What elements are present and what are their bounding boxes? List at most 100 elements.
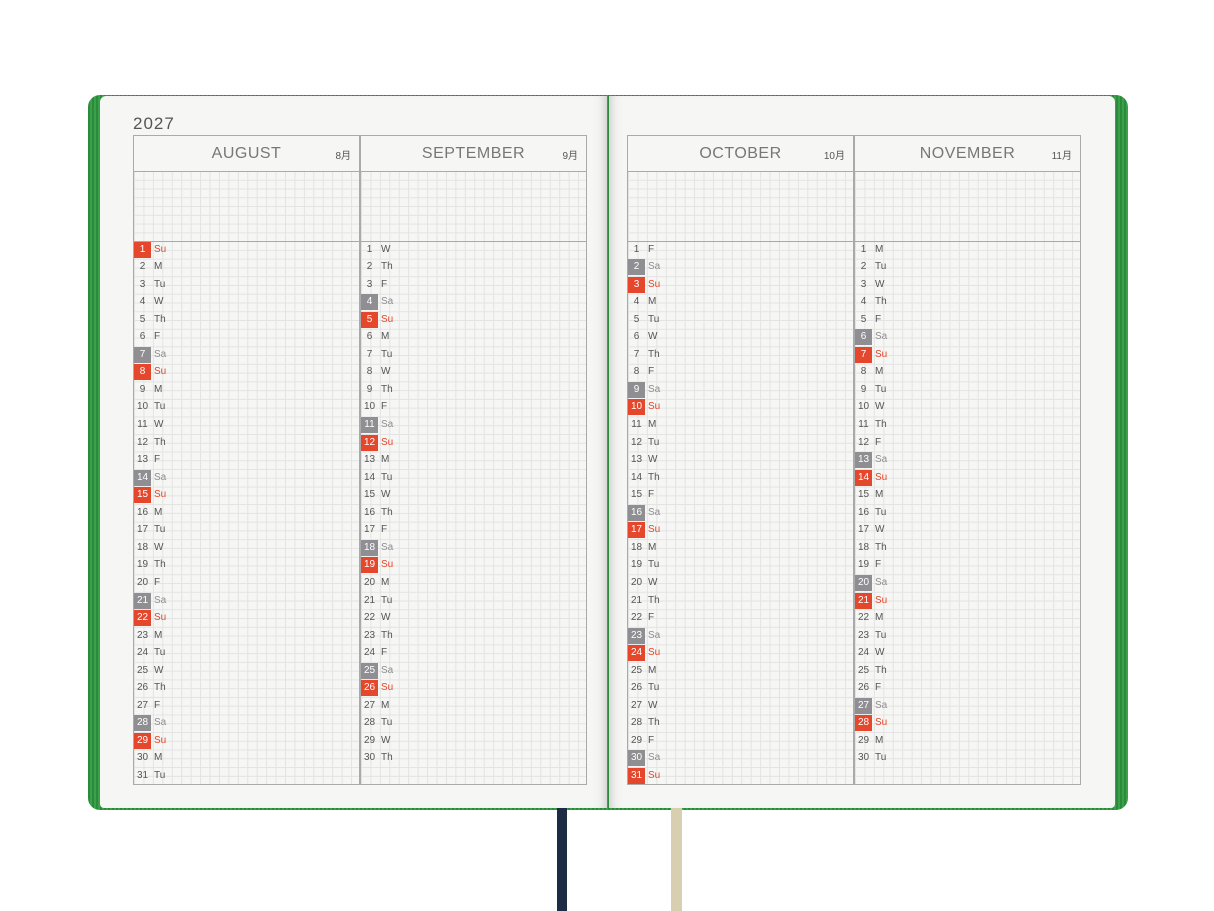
month-label: 10月 <box>823 151 845 162</box>
month-label: 9月 <box>562 151 578 162</box>
weekday: Sa <box>154 471 167 483</box>
weekday: Tu <box>648 559 660 571</box>
weekday: Su <box>381 682 394 694</box>
month-name: NOVEMBER <box>919 145 1016 162</box>
day-number: 30 <box>363 752 376 764</box>
day-number: 3 <box>628 276 645 293</box>
weekday: Sa <box>381 664 394 676</box>
day-number: 30 <box>628 750 645 767</box>
weekday: Tu <box>875 383 887 395</box>
month-header: NOVEMBER 11月 <box>855 136 1080 172</box>
month-header: AUGUST 8月 <box>134 136 359 172</box>
day-number: 27 <box>136 699 149 711</box>
month-column: AUGUST 8月 1 Su 2 M 3 Tu 4 W 5 Th 6 F 7 Sa 8 Su 9 M 10 Tu 11 W 12… <box>133 135 360 785</box>
weekday: Th <box>381 629 393 641</box>
weekday: W <box>381 243 391 255</box>
weekday: Th <box>648 348 660 360</box>
weekday: M <box>648 296 657 308</box>
weekday: F <box>648 734 655 746</box>
weekday: Sa <box>875 576 888 588</box>
day-number: 29 <box>857 734 870 746</box>
day-number: 7 <box>855 346 872 363</box>
day-number: 18 <box>857 541 870 553</box>
weekday: W <box>648 576 658 588</box>
day-number: 9 <box>860 383 867 395</box>
weekday: Su <box>381 313 394 325</box>
day-number: 2 <box>628 259 645 276</box>
day-number: 20 <box>136 576 149 588</box>
weekday: Th <box>381 506 393 518</box>
weekday: Tu <box>381 471 393 483</box>
weekday: Sa <box>381 419 394 430</box>
grid-paper <box>134 171 359 784</box>
weekday: Tu <box>154 401 166 413</box>
day-number: 19 <box>857 559 870 571</box>
day-number: 23 <box>857 629 870 641</box>
day-number: 21 <box>134 592 151 609</box>
day-number: 20 <box>630 576 643 588</box>
day-number: 24 <box>857 647 870 659</box>
day-number: 4 <box>139 296 146 308</box>
day-number: 7 <box>633 348 640 360</box>
day-number: 7 <box>134 346 151 363</box>
day-number: 17 <box>363 524 376 536</box>
month-name: SEPTEMBER <box>421 145 526 162</box>
day-number: 24 <box>136 647 149 659</box>
weekday: F <box>648 489 655 501</box>
day-number: 8 <box>860 366 867 378</box>
day-number: 18 <box>136 541 149 553</box>
weekday: Sa <box>875 454 888 466</box>
divider <box>134 241 359 242</box>
day-number: 27 <box>630 699 643 711</box>
day-number: 31 <box>136 770 149 781</box>
weekday: M <box>154 506 163 518</box>
divider <box>361 241 586 242</box>
weekday: Th <box>154 559 166 571</box>
day-number: 25 <box>136 664 149 676</box>
day-number: 20 <box>855 574 872 591</box>
weekday: W <box>154 419 164 430</box>
weekday: Th <box>875 296 887 308</box>
day-number: 13 <box>630 454 643 466</box>
weekday: M <box>381 576 390 588</box>
weekday: Su <box>648 524 661 536</box>
day-number: 4 <box>633 296 640 308</box>
day-number: 11 <box>137 419 148 430</box>
day-number: 4 <box>361 294 378 311</box>
weekday: M <box>154 752 163 764</box>
weekday: F <box>154 331 161 343</box>
day-number: 12 <box>630 436 643 448</box>
weekday: Sa <box>875 331 888 343</box>
weekday: Su <box>875 594 888 606</box>
weekday: F <box>875 313 882 325</box>
day-number: 18 <box>361 539 378 556</box>
day-number: 9 <box>366 383 373 395</box>
day-number: 17 <box>628 522 645 539</box>
weekday: F <box>381 401 388 413</box>
weekday: Su <box>154 243 167 255</box>
weekday: M <box>875 243 884 255</box>
day-number: 16 <box>363 506 376 518</box>
weekday: Tu <box>648 436 660 448</box>
day-number: 28 <box>363 717 376 729</box>
day-number: 3 <box>860 278 867 290</box>
weekday: Tu <box>875 506 887 518</box>
weekday: Tu <box>381 348 393 360</box>
weekday: Su <box>648 401 661 413</box>
weekday: Sa <box>648 261 661 273</box>
day-number: 11 <box>361 417 378 433</box>
weekday: Su <box>154 734 167 746</box>
day-number: 10 <box>136 401 149 413</box>
weekday: Sa <box>648 752 661 764</box>
day-number: 31 <box>628 768 645 784</box>
day-number: 26 <box>630 682 643 694</box>
day-number: 11 <box>631 419 642 430</box>
grid-paper <box>628 171 853 784</box>
day-number: 14 <box>134 469 151 486</box>
weekday: Th <box>648 594 660 606</box>
weekday: M <box>648 664 657 676</box>
day-number: 28 <box>855 715 872 732</box>
day-number: 3 <box>366 278 373 290</box>
weekday: Su <box>875 471 888 483</box>
